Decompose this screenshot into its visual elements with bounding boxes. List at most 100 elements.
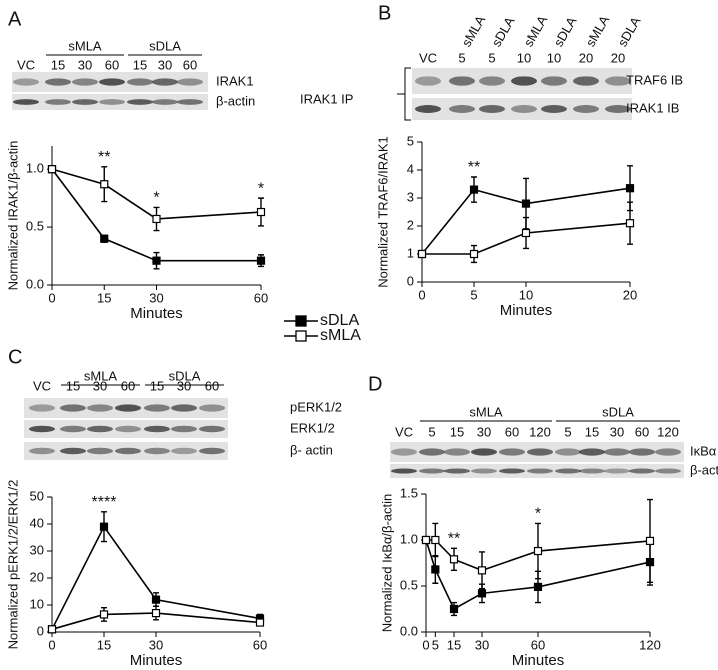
data-point — [421, 535, 431, 545]
ip-label: IRAK1 IP — [300, 91, 353, 106]
significance: * — [535, 506, 541, 523]
blot-band — [415, 76, 441, 86]
blot-band — [29, 404, 55, 412]
blot-band — [87, 425, 113, 433]
blot-band — [555, 468, 581, 474]
y-tick-label: 0 — [37, 623, 44, 638]
blot-strip — [412, 98, 632, 120]
blot-band — [199, 425, 225, 433]
x-tick-label: 10 — [519, 287, 533, 302]
data-point — [625, 219, 635, 228]
y-tick-label: 0.0 — [26, 276, 44, 291]
blot-band — [99, 99, 125, 105]
blot-band — [629, 468, 655, 474]
x-tick-label: 15 — [97, 290, 111, 305]
blot-band — [527, 468, 553, 474]
lane-label: 20 — [579, 50, 593, 65]
blot-band — [152, 99, 178, 105]
blot-band — [45, 78, 71, 86]
blot-band — [579, 448, 605, 456]
blot-band — [45, 99, 71, 105]
lane-label: VC — [33, 378, 51, 393]
panel-label: D — [368, 373, 382, 395]
blot-band — [115, 404, 141, 412]
lane-label: VC — [395, 424, 413, 439]
blot-band — [115, 425, 141, 433]
blot-band — [99, 78, 125, 86]
x-axis-title: Minutes — [130, 305, 183, 322]
legend-marker — [295, 330, 307, 342]
data-point — [99, 610, 109, 619]
data-point — [431, 565, 440, 574]
row-label: β-actin — [216, 93, 255, 108]
blot-band — [573, 76, 599, 86]
data-point — [469, 185, 479, 194]
y-tick-label: 3 — [407, 189, 414, 204]
data-point — [533, 582, 543, 592]
series-line — [422, 222, 631, 255]
lane-label: 60 — [635, 424, 649, 439]
blot-band — [60, 404, 86, 412]
x-tick-label: 60 — [531, 637, 545, 652]
blot-band — [177, 78, 203, 86]
blot-band — [152, 78, 178, 86]
y-tick-label: 1.0 — [26, 161, 44, 176]
group-label: sDLA — [169, 368, 201, 383]
lane-label: 15 — [133, 57, 147, 72]
blot-band — [72, 99, 98, 105]
data-point — [521, 228, 531, 238]
y-tick-label: 2 — [407, 217, 414, 232]
lane-label: 5 — [564, 424, 571, 439]
x-tick-label: 30 — [475, 637, 489, 652]
blot-band — [541, 76, 567, 86]
lane-label: 15 — [450, 424, 464, 439]
blot-strip — [24, 420, 228, 438]
lane-label: 30 — [610, 424, 624, 439]
blot-band — [199, 447, 225, 455]
significance: * — [153, 190, 159, 207]
data-point — [417, 249, 427, 259]
blot-band — [573, 105, 599, 113]
y-tick-label: 1.5 — [400, 485, 418, 500]
blot-band — [13, 99, 39, 105]
data-point — [449, 555, 459, 564]
blot-band — [127, 78, 153, 86]
y-tick-label: 20 — [30, 569, 44, 584]
lane-label: VC — [17, 57, 35, 72]
data-point — [151, 608, 161, 618]
blot-band — [144, 447, 170, 455]
data-point — [152, 214, 161, 224]
blot-band — [471, 468, 497, 474]
blot-band — [629, 448, 655, 456]
blot-band — [29, 447, 55, 455]
row-label: IRAK1 — [216, 73, 254, 88]
x-tick-label: 30 — [149, 290, 163, 305]
blot-band — [391, 448, 417, 456]
blot-band — [605, 76, 631, 86]
row-label: ERK1/2 — [290, 420, 335, 435]
x-tick-label: 15 — [447, 637, 461, 652]
x-tick-label: 30 — [149, 637, 163, 652]
lane-label: 60 — [505, 424, 519, 439]
y-tick-label: 0.5 — [400, 577, 418, 592]
blot-band — [511, 105, 537, 113]
lane-label: 15 — [150, 378, 164, 393]
row-label: pERK1/2 — [290, 399, 342, 414]
bracket — [397, 67, 411, 121]
lane-label: 5 — [428, 424, 435, 439]
series-line — [51, 168, 261, 262]
blot-band — [171, 425, 197, 433]
blot-band — [541, 105, 567, 113]
y-axis-title: Normalized IRAK1/β-actin — [5, 141, 20, 291]
x-tick-label: 15 — [97, 637, 111, 652]
group-label: sMLA — [68, 38, 102, 53]
series-line — [425, 539, 651, 611]
blot-band — [115, 447, 141, 455]
blot-band — [444, 468, 470, 474]
x-tick-label: 5 — [432, 637, 439, 652]
panel-label: A — [8, 8, 22, 30]
data-point — [533, 546, 543, 556]
series-line — [51, 168, 262, 220]
x-axis-title: Minutes — [500, 302, 553, 319]
